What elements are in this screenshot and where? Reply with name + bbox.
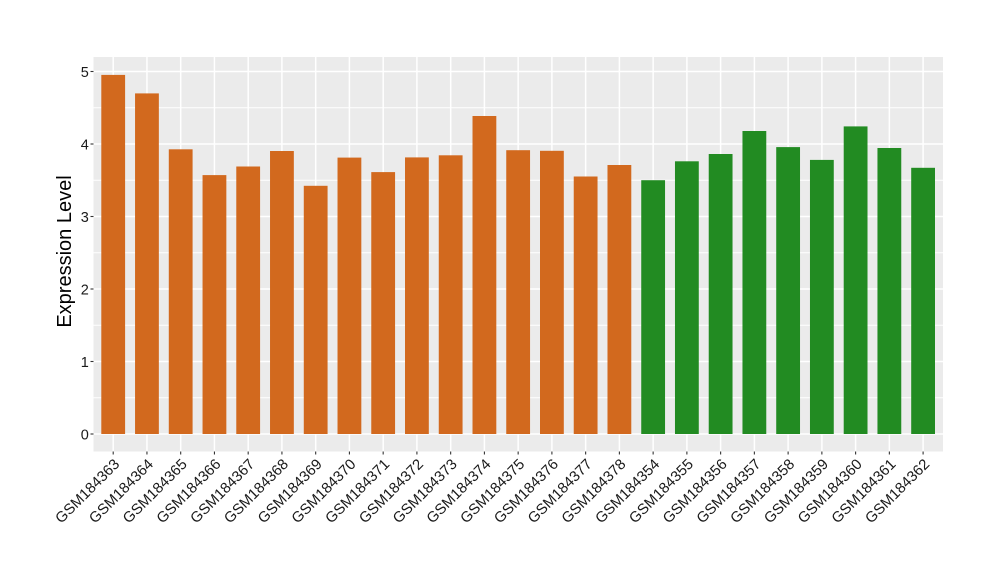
svg-text:4: 4 [81, 137, 89, 153]
svg-text:Expression Level: Expression Level [54, 175, 76, 327]
svg-text:5: 5 [81, 65, 89, 81]
svg-text:1: 1 [81, 355, 89, 371]
svg-text:3: 3 [81, 210, 89, 226]
svg-text:2: 2 [81, 282, 89, 298]
svg-text:0: 0 [81, 427, 89, 443]
